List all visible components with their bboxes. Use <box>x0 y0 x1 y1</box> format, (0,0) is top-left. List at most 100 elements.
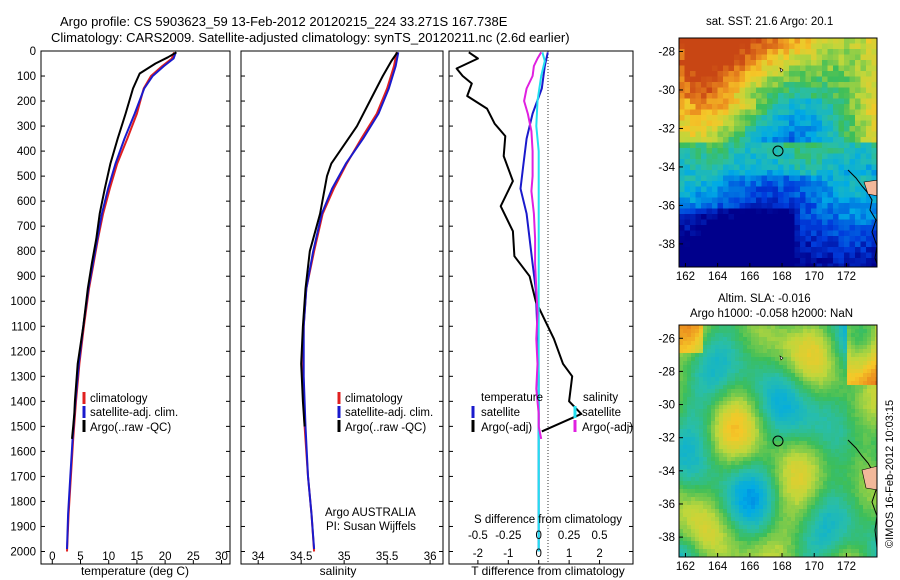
map-cell <box>759 365 764 370</box>
map-cell <box>863 373 868 378</box>
map-cell <box>734 60 741 67</box>
map-cell <box>831 453 836 458</box>
map-cell <box>822 214 829 221</box>
map-cell <box>690 203 697 210</box>
map-cell <box>775 401 780 406</box>
map-cell <box>695 153 702 160</box>
map-cell <box>827 115 834 122</box>
map-cell <box>875 461 877 466</box>
map-cell <box>771 425 776 430</box>
map-cell <box>875 393 877 398</box>
map-cell <box>871 60 877 67</box>
map-cell <box>703 469 708 474</box>
map-cell <box>739 148 746 155</box>
map-cell <box>731 553 736 557</box>
map-cell <box>683 377 688 382</box>
map-cell <box>739 373 744 378</box>
map-cell <box>687 361 692 366</box>
map-cell <box>683 485 688 490</box>
map-cell <box>739 159 746 166</box>
map-cell <box>855 115 862 122</box>
map-cell <box>755 333 760 338</box>
map-cell <box>728 247 735 254</box>
map-cell <box>707 369 712 374</box>
x-tick-label: 35.5 <box>376 551 398 563</box>
map-cell <box>823 429 828 434</box>
map-x-tick-label: 172 <box>837 561 856 573</box>
map-cell <box>827 104 834 111</box>
map-cell <box>789 181 796 188</box>
map-cell <box>707 545 712 550</box>
map-cell <box>711 437 716 442</box>
map-cell <box>707 389 712 394</box>
map-cell <box>684 247 691 254</box>
map-cell <box>831 421 836 426</box>
map-cell <box>719 397 724 402</box>
map-cell <box>819 393 824 398</box>
map-cell <box>701 109 708 116</box>
map-cell <box>690 241 697 248</box>
map-cell <box>691 481 696 486</box>
map-cell <box>863 461 868 466</box>
map-cell <box>695 441 700 446</box>
map-cell <box>717 258 724 265</box>
map-cell <box>859 529 864 534</box>
map-cell <box>822 120 829 127</box>
map-cell <box>723 43 730 50</box>
map-cell <box>867 325 872 330</box>
map-cell <box>706 214 713 221</box>
map-cell <box>849 54 856 61</box>
map-cell <box>755 465 760 470</box>
map-cell <box>734 43 741 50</box>
map-cell <box>805 236 812 243</box>
map-cell <box>727 461 732 466</box>
map-cell <box>734 214 741 221</box>
map-cell <box>745 104 752 111</box>
map-cell <box>843 537 848 542</box>
map-cell <box>867 385 872 390</box>
map-cell <box>691 537 696 542</box>
map-cell <box>767 437 772 442</box>
sst-map-panel: sat. SST: 21.6 Argo: 20.1 162 164 166 168 17… <box>658 16 878 283</box>
map-cell <box>727 373 732 378</box>
legend-label-climatology: climatology <box>90 393 148 405</box>
map-cell <box>731 433 736 438</box>
map-cell <box>695 489 700 494</box>
map-cell <box>799 441 804 446</box>
map-cell <box>811 337 816 342</box>
map-cell <box>691 353 696 358</box>
map-cell <box>819 433 824 438</box>
map-cell <box>695 469 700 474</box>
map-cell <box>699 485 704 490</box>
map-cell <box>712 247 719 254</box>
map-cell <box>706 38 713 45</box>
map-cell <box>727 413 732 418</box>
map-cell <box>844 126 851 133</box>
map-cell <box>779 425 784 430</box>
map-cell <box>778 197 785 204</box>
map-cell <box>871 489 876 494</box>
map-cell <box>767 473 772 478</box>
map-cell <box>751 385 756 390</box>
map-cell <box>728 258 735 265</box>
map-cell <box>811 203 818 210</box>
map-cell <box>743 405 748 410</box>
sla-map-frame <box>678 324 878 558</box>
map-cell <box>843 421 848 426</box>
map-cell <box>867 529 872 534</box>
map-cell <box>684 104 691 111</box>
map-cell <box>706 120 713 127</box>
map-cell <box>871 397 876 402</box>
map-cell <box>751 389 756 394</box>
map-cell <box>715 409 720 414</box>
map-cell <box>835 441 840 446</box>
map-cell <box>805 43 812 50</box>
map-cell <box>755 469 760 474</box>
map-cell <box>731 353 736 358</box>
map-cell <box>819 521 824 526</box>
map-cell <box>695 120 702 127</box>
map-cell <box>727 541 732 546</box>
map-cell <box>783 425 788 430</box>
map-cell <box>855 529 860 534</box>
map-cell <box>695 219 702 226</box>
